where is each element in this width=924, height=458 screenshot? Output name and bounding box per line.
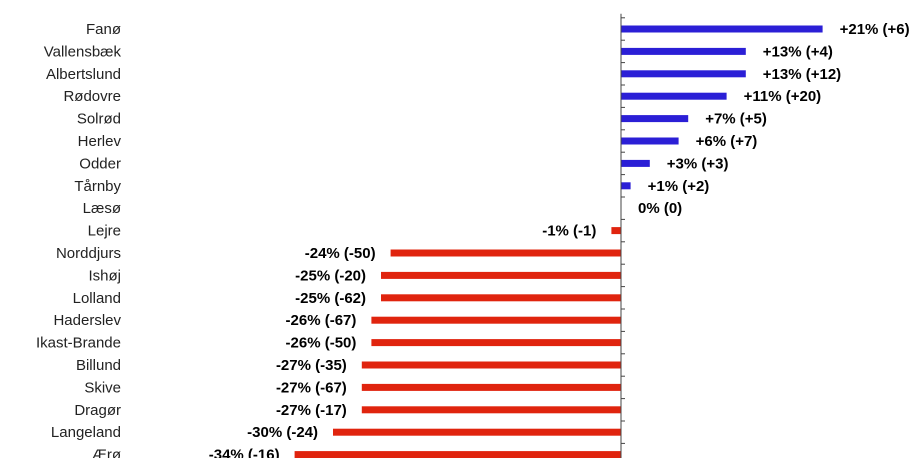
bar	[371, 316, 621, 324]
bar	[621, 70, 746, 78]
data-label: +13% (+4)	[763, 43, 833, 60]
category-label: Odder	[79, 155, 121, 172]
bar	[361, 406, 621, 414]
category-label: Fanø	[86, 21, 121, 38]
data-label: -27% (-17)	[276, 402, 347, 419]
data-label: +6% (+7)	[696, 133, 758, 150]
bar	[361, 383, 621, 391]
data-label: +13% (+12)	[763, 66, 841, 83]
category-label: Ærø	[92, 447, 121, 458]
data-label: +3% (+3)	[667, 155, 729, 172]
bar	[621, 92, 727, 100]
bar	[621, 137, 679, 145]
data-label: -34% (-16)	[209, 447, 280, 458]
category-label: Dragør	[74, 402, 121, 419]
data-label: -25% (-20)	[295, 267, 366, 284]
axis-ticks	[621, 17, 625, 444]
data-label: +21% (+6)	[840, 21, 910, 38]
data-label: -1% (-1)	[542, 223, 596, 240]
data-label: 0% (0)	[638, 200, 682, 217]
bar	[621, 159, 650, 167]
data-label: -30% (-24)	[247, 424, 318, 441]
data-label: -27% (-67)	[276, 379, 347, 396]
category-label: Vallensbæk	[44, 43, 122, 60]
category-label: Norddjurs	[56, 245, 121, 262]
category-label: Haderslev	[53, 312, 121, 329]
category-labels: Fanø Vallensbæk Albertslund Rødovre Solrød He…	[36, 21, 122, 458]
bar	[333, 428, 621, 436]
bar	[621, 115, 689, 123]
bar	[371, 339, 621, 347]
category-label: Ikast-Brande	[36, 335, 121, 352]
data-label: -27% (-35)	[276, 357, 347, 374]
data-label: -25% (-62)	[295, 290, 366, 307]
value-labels: +21% (+6) +13% (+4) +13% (+12) +11% (+20) +7…	[209, 21, 910, 458]
category-label: Langeland	[51, 424, 121, 441]
bar	[621, 47, 746, 55]
bar	[390, 249, 621, 257]
category-label: Ishøj	[88, 267, 121, 284]
bar	[361, 361, 621, 369]
bar	[611, 227, 621, 235]
category-label: Herlev	[78, 133, 122, 150]
category-label: Lejre	[88, 223, 121, 240]
category-label: Lolland	[73, 290, 121, 307]
bar	[381, 294, 621, 302]
category-label: Solrød	[77, 111, 121, 128]
data-label: +7% (+5)	[705, 111, 767, 128]
category-label: Rødovre	[63, 88, 121, 105]
bar	[621, 25, 823, 33]
data-label: -24% (-50)	[305, 245, 376, 262]
category-label: Albertslund	[46, 66, 121, 83]
data-label: -26% (-67)	[286, 312, 357, 329]
category-label: Skive	[84, 379, 121, 396]
category-label: Billund	[76, 357, 121, 374]
category-label: Tårnby	[74, 178, 121, 195]
data-label: +1% (+2)	[648, 178, 710, 195]
bars-layer	[294, 25, 823, 458]
bar	[294, 451, 621, 458]
data-label: -26% (-50)	[286, 335, 357, 352]
data-label: +11% (+20)	[744, 88, 822, 105]
category-label: Læsø	[83, 200, 121, 217]
bar	[621, 182, 631, 190]
bar	[381, 271, 621, 279]
